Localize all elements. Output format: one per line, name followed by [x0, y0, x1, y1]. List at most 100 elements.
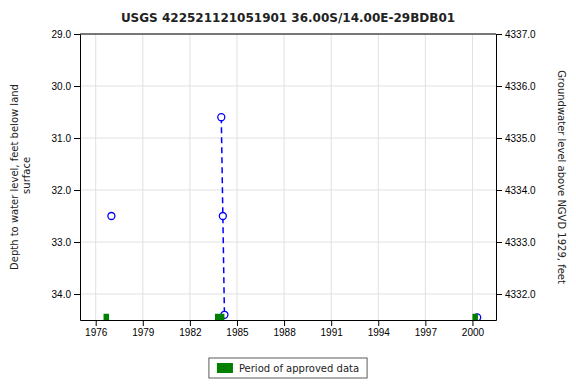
grid-line-x — [189, 34, 190, 320]
grid-line-x — [472, 34, 473, 320]
grid-line-y — [80, 86, 496, 87]
approved-period — [104, 314, 109, 320]
tick-label: 30.0 — [52, 81, 72, 92]
legend-swatch — [217, 363, 233, 373]
tick-mark — [74, 86, 80, 87]
y-axis-label: Depth to water level, feet below land su… — [9, 84, 32, 270]
tick: 2000 — [462, 320, 485, 338]
tick: 32.0 — [52, 185, 80, 196]
data-point — [218, 114, 225, 121]
grid-line-y — [80, 138, 496, 139]
tick: 31.0 — [52, 133, 80, 144]
chart-container: 1976 1979 1982 1985 1988 1991 1994 1997 2000 29.0… — [0, 0, 576, 384]
tick: 4335.0 — [496, 133, 536, 144]
data-point — [219, 213, 226, 220]
tick: 1994 — [368, 320, 391, 338]
tick-label: 1982 — [179, 327, 202, 338]
tick-mark — [237, 320, 238, 326]
tick: 4336.0 — [496, 81, 536, 92]
tick-mark — [74, 138, 80, 139]
tick-mark — [378, 320, 379, 326]
axis-line — [80, 35, 81, 321]
label-line: Depth to water level, feet below land — [9, 84, 20, 270]
approved-periods — [104, 314, 478, 320]
legend-label: Period of approved data — [239, 363, 359, 374]
label-line: surface — [21, 157, 32, 197]
title: USGS 422521121051901 36.00S/14.00E-29BDB… — [121, 11, 455, 25]
legend-frame — [209, 358, 367, 378]
tick-mark — [74, 34, 80, 35]
tick-label: 2000 — [462, 327, 485, 338]
tick-mark — [143, 320, 144, 326]
tick-label: 1976 — [85, 327, 108, 338]
tick-label: 1985 — [226, 327, 249, 338]
tick: 4333.0 — [496, 237, 536, 248]
tick-label: 1979 — [132, 327, 155, 338]
axis-line — [496, 35, 497, 321]
tick-mark — [74, 190, 80, 191]
tick-label: 32.0 — [52, 185, 72, 196]
tick-label: 34.0 — [52, 289, 72, 300]
tick-mark — [496, 242, 502, 243]
grid-line-x — [378, 34, 379, 320]
tick: 1979 — [132, 320, 155, 338]
tick-mark — [331, 320, 332, 326]
tick-label: 33.0 — [52, 237, 72, 248]
x-axis: 1976 1979 1982 1985 1988 1991 1994 1997 2000 — [81, 320, 497, 338]
tick-label: 4336.0 — [505, 81, 536, 92]
tick: 4332.0 — [496, 289, 536, 300]
approved-period — [215, 314, 224, 320]
grid-line-x — [284, 34, 285, 320]
grid-line-x — [331, 34, 332, 320]
tick-mark — [96, 320, 97, 326]
tick: 29.0 — [52, 29, 80, 40]
tick-mark — [284, 320, 285, 326]
chart-svg: 1976 1979 1982 1985 1988 1991 1994 1997 2000 29.0… — [0, 0, 576, 384]
tick-label: 4332.0 — [505, 289, 536, 300]
tick-mark — [496, 34, 502, 35]
grid-line-x — [425, 34, 426, 320]
tick-mark — [190, 320, 191, 326]
tick: 33.0 — [52, 237, 80, 248]
y-axis: 29.0 30.0 31.0 32.0 33.0 34.0 — [52, 29, 81, 321]
tick-mark — [425, 320, 426, 326]
tick-label: 4335.0 — [505, 133, 536, 144]
tick-mark — [74, 242, 80, 243]
tick: 1991 — [321, 320, 344, 338]
data-point — [108, 213, 115, 220]
tick-mark — [496, 190, 502, 191]
tick-label: 29.0 — [52, 29, 72, 40]
tick: 1997 — [415, 320, 438, 338]
tick: 34.0 — [52, 289, 80, 300]
grid-line-y — [80, 190, 496, 191]
grid-line-y — [80, 242, 496, 243]
tick-mark — [74, 294, 80, 295]
grid-line-x — [236, 34, 237, 320]
grid-line-y — [80, 34, 496, 35]
tick-label: 1994 — [368, 327, 391, 338]
legend: Period of approved data — [209, 358, 367, 378]
grid-line-x — [142, 34, 143, 320]
label-line: Groundwater level above NGVD 1929, feet — [556, 70, 567, 284]
tick: 1988 — [273, 320, 296, 338]
tick-label: 4334.0 — [505, 185, 536, 196]
grid — [80, 34, 496, 320]
y2-axis: 4332.0 4333.0 4334.0 4335.0 4336.0 4337.0 — [496, 29, 536, 321]
approved-period — [472, 314, 477, 320]
tick-mark — [496, 86, 502, 87]
grid-line-x — [95, 34, 96, 320]
tick-label: 1997 — [415, 327, 438, 338]
tick: 30.0 — [52, 81, 80, 92]
tick: 1982 — [179, 320, 202, 338]
tick: 4334.0 — [496, 185, 536, 196]
tick: 1985 — [226, 320, 249, 338]
tick-label: 1988 — [273, 327, 296, 338]
tick-label: 4333.0 — [505, 237, 536, 248]
plot-marks — [104, 114, 481, 320]
tick: 1976 — [85, 320, 108, 338]
tick-label: 1991 — [321, 327, 344, 338]
tick-mark — [472, 320, 473, 326]
tick-mark — [496, 138, 502, 139]
tick-label: 4337.0 — [505, 29, 536, 40]
tick-label: 31.0 — [52, 133, 72, 144]
